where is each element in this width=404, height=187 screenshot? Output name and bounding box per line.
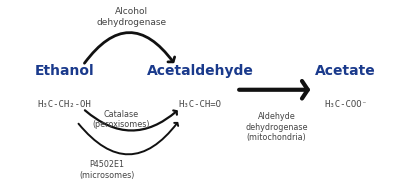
Text: Alcohol
dehydrogenase: Alcohol dehydrogenase xyxy=(96,7,166,27)
Text: Acetate: Acetate xyxy=(315,64,376,78)
Text: Ethanol: Ethanol xyxy=(35,64,95,78)
Text: H₃C-CH=O: H₃C-CH=O xyxy=(179,100,221,109)
Text: Acetaldehyde: Acetaldehyde xyxy=(147,64,253,78)
Text: Catalase
(peroxisomes): Catalase (peroxisomes) xyxy=(93,110,150,129)
Text: H₃C-COO⁻: H₃C-COO⁻ xyxy=(324,100,367,109)
FancyArrowPatch shape xyxy=(239,81,308,99)
FancyArrowPatch shape xyxy=(85,110,177,131)
FancyArrowPatch shape xyxy=(84,33,175,63)
Text: Aldehyde
dehydrogenase
(mitochondria): Aldehyde dehydrogenase (mitochondria) xyxy=(246,112,308,142)
Text: H₃C-CH₂-OH: H₃C-CH₂-OH xyxy=(38,100,92,109)
Text: P4502E1
(microsomes): P4502E1 (microsomes) xyxy=(79,160,135,180)
FancyArrowPatch shape xyxy=(78,123,178,154)
